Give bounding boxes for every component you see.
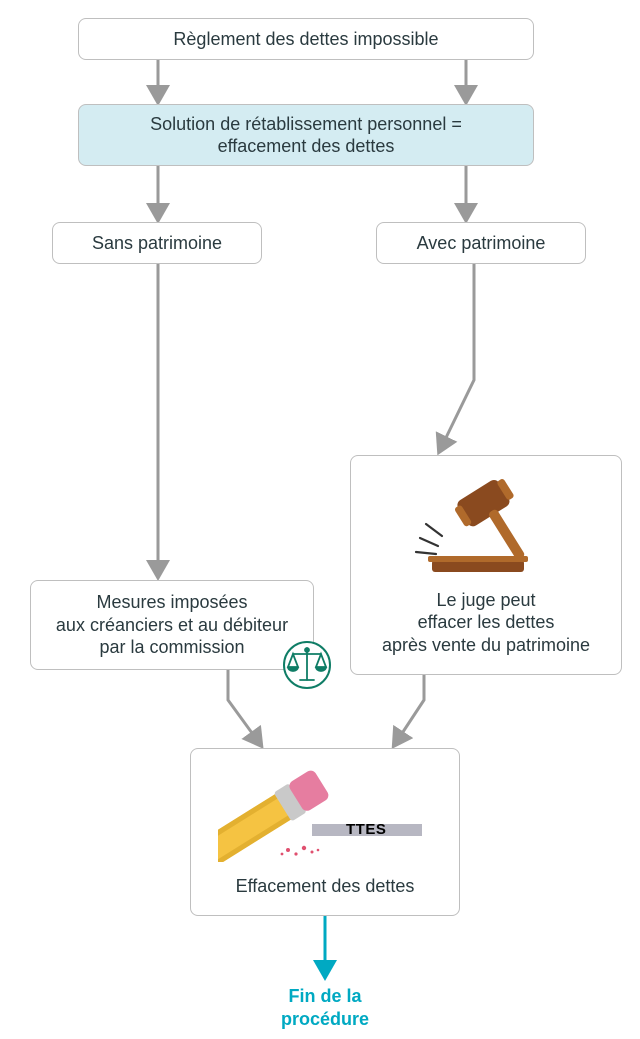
node-avec-patrimoine: Avec patrimoine — [376, 222, 586, 264]
node-solution: Solution de rétablissement personnel =ef… — [78, 104, 534, 166]
gavel-icon — [398, 468, 578, 583]
node-label: Avec patrimoine — [417, 232, 546, 255]
eraser-icon: TTES — [218, 762, 428, 867]
node-label: Solution de rétablissement personnel =ef… — [150, 113, 462, 158]
node-label: Règlement des dettes impossible — [173, 28, 438, 51]
scales-icon — [282, 640, 332, 695]
end-label: Fin de laprocédure — [275, 985, 375, 1030]
node-label: Effacement des dettes — [236, 875, 415, 898]
node-sans-patrimoine: Sans patrimoine — [52, 222, 262, 264]
node-label: Le juge peuteffacer les dettesaprès vent… — [382, 589, 590, 657]
node-impossible: Règlement des dettes impossible — [78, 18, 534, 60]
eraser-text-fragment: TTES — [346, 821, 386, 838]
node-mesures: Mesures imposéesaux créanciers et au déb… — [30, 580, 314, 670]
node-label: Sans patrimoine — [92, 232, 222, 255]
node-label: Mesures imposéesaux créanciers et au déb… — [56, 591, 288, 659]
